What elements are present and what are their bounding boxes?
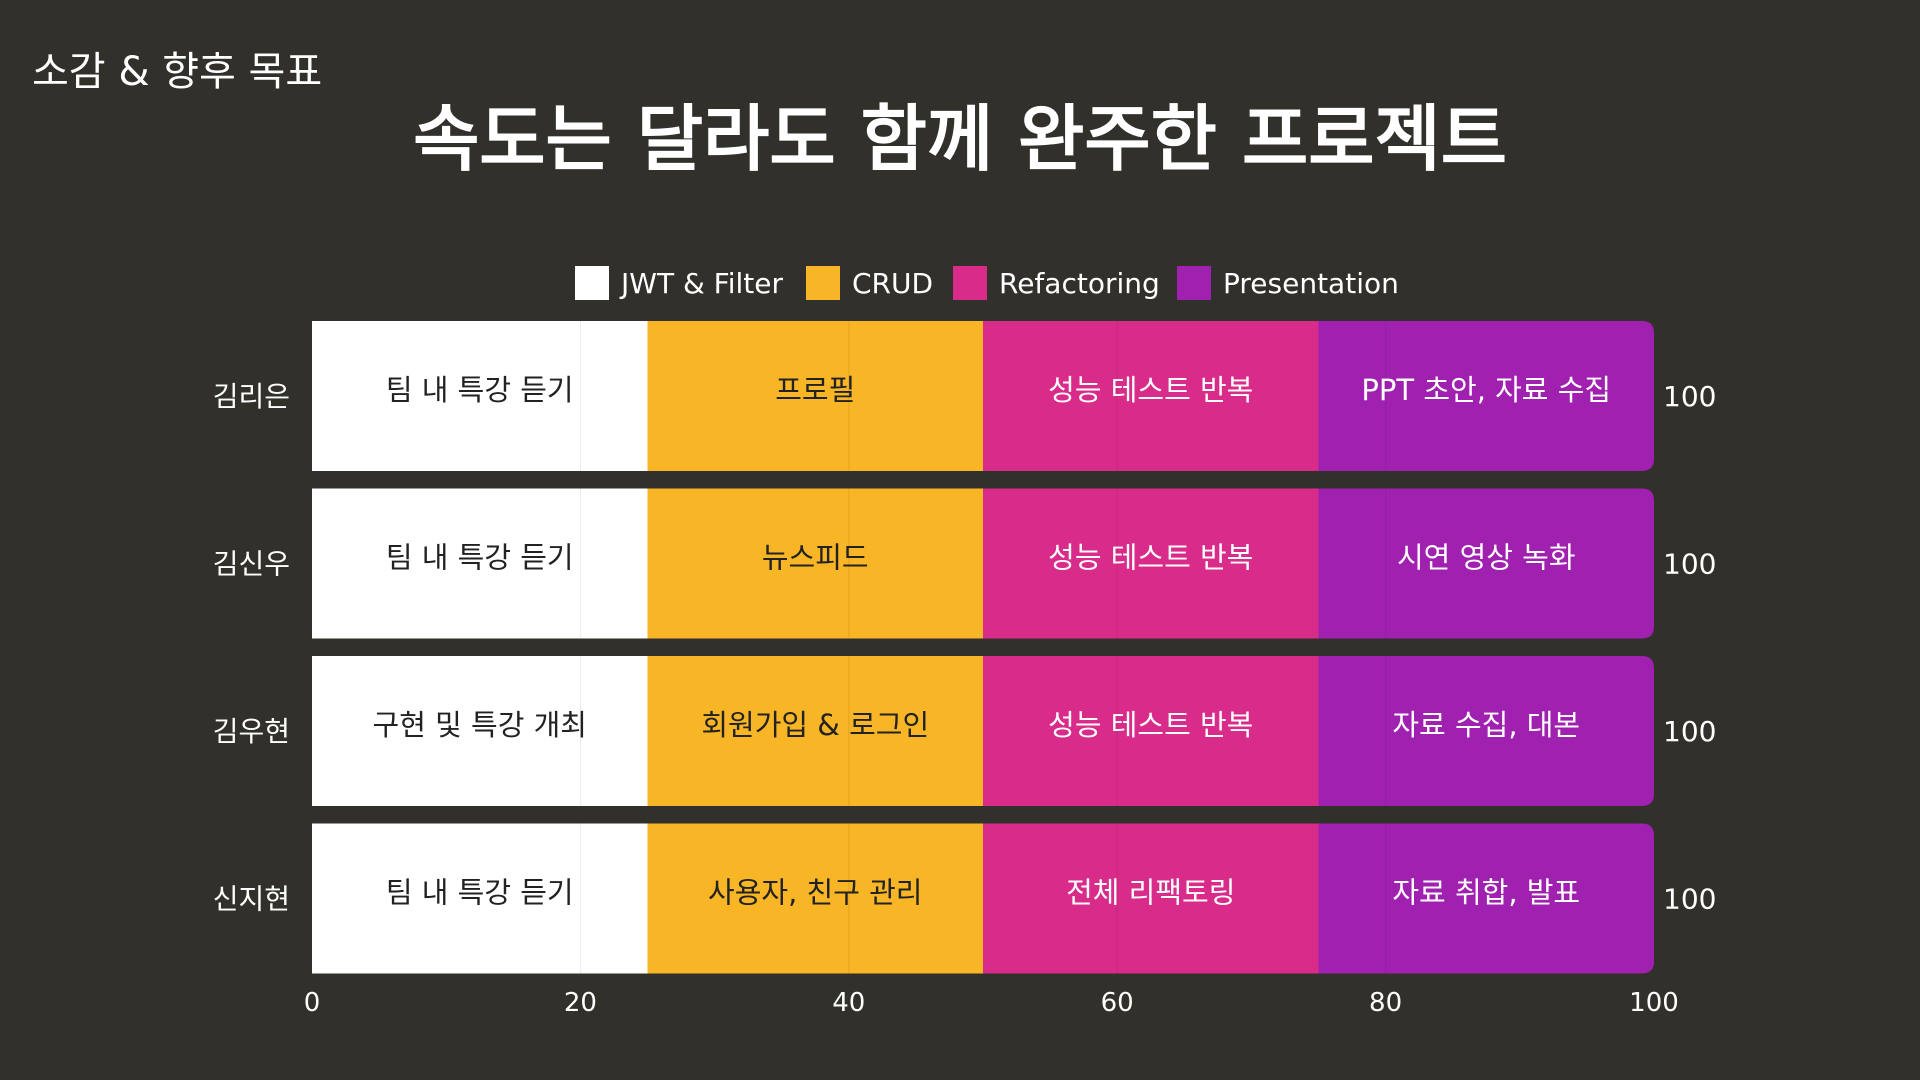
bar-segment-2-0 [312,656,648,806]
total-label-3: 100 [1663,883,1716,916]
bar-segment-0-0 [312,321,648,471]
legend-swatch-3 [1177,266,1211,300]
bar-label-2-2: 성능 테스트 반복 [1048,708,1253,742]
bar-segment-3-1 [647,823,984,974]
x-tick-label-5: 100 [1629,988,1679,1018]
slide-section-label: 소감 & 향후 목표 [32,49,323,95]
x-tick-label-4: 80 [1369,988,1402,1018]
bar-label-3-1: 사용자, 친구 관리 [708,876,922,910]
chart-x-axis: 0 20 40 60 80 100 [304,988,1679,1018]
bar-segment-1-3 [1318,488,1654,639]
bar-segment-2-1 [647,656,984,806]
bar-label-0-1: 프로필 [775,373,855,407]
legend-swatch-2 [953,266,987,300]
category-label-3: 신지현 [213,883,290,916]
bar-segment-3-3 [1318,823,1654,974]
bar-label-1-0: 팀 내 특강 듣기 [386,541,574,575]
bar-segment-1-2 [983,488,1319,639]
category-label-1: 김신우 [213,548,290,581]
x-tick-label-3: 60 [1101,988,1134,1018]
total-label-0: 100 [1663,380,1716,413]
bar-label-3-2: 전체 리팩토링 [1066,876,1235,910]
x-tick-label-2: 40 [832,988,865,1018]
bar-row-3 [312,823,1654,974]
category-label-2: 김우현 [213,715,290,748]
bar-label-3-0: 팀 내 특강 듣기 [386,876,574,910]
chart-total-labels: 100 100 100 100 [1663,380,1716,916]
bar-row-0 [312,321,1654,471]
legend-swatch-1 [806,266,840,300]
total-label-2: 100 [1663,715,1716,748]
legend-swatch-0 [575,266,609,300]
bar-label-0-0: 팀 내 특강 듣기 [386,373,574,407]
bar-segment-3-2 [983,823,1319,974]
legend-label-1: CRUD [852,267,933,300]
bar-segment-0-2 [983,321,1319,471]
legend-label-3: Presentation [1223,267,1399,300]
total-label-1: 100 [1663,548,1716,581]
bar-label-1-1: 뉴스피드 [762,541,869,575]
legend-label-2: Refactoring [999,267,1160,300]
bar-label-2-1: 회원가입 & 로그인 [701,708,929,742]
bar-label-1-2: 성능 테스트 반복 [1048,541,1253,575]
bar-label-0-2: 성능 테스트 반복 [1048,373,1253,407]
bar-label-2-0: 구현 및 특강 개최 [373,708,587,742]
bar-segment-3-0 [312,823,648,974]
bar-segment-2-2 [983,656,1319,806]
bar-segment-1-1 [647,488,984,639]
x-tick-label-0: 0 [304,988,321,1018]
chart-bars [312,321,1654,974]
chart-legend: JWT & Filter CRUD Refactoring Presentation [575,266,1399,300]
bar-label-1-3: 시연 영상 녹화 [1397,541,1576,575]
bar-row-2 [312,656,1654,806]
slide-title: 속도는 달라도 함께 완주한 프로젝트 [413,97,1507,181]
category-label-0: 김리은 [213,380,290,413]
bar-label-2-3: 자료 수집, 대본 [1392,708,1580,742]
x-tick-label-1: 20 [564,988,597,1018]
bar-segment-0-3 [1318,321,1654,471]
bar-label-3-3: 자료 취합, 발표 [1392,876,1580,910]
bar-segment-2-3 [1318,656,1654,806]
bar-segment-1-0 [312,488,648,639]
bar-label-0-3: PPT 초안, 자료 수집 [1361,373,1611,407]
chart-bar-labels: 팀 내 특강 듣기 프로필 성능 테스트 반복 PPT 초안, 자료 수집팀 내 특강… [373,373,1612,910]
legend-label-0: JWT & Filter [619,267,784,300]
bar-segment-0-1 [647,321,984,471]
bar-row-1 [312,488,1654,639]
